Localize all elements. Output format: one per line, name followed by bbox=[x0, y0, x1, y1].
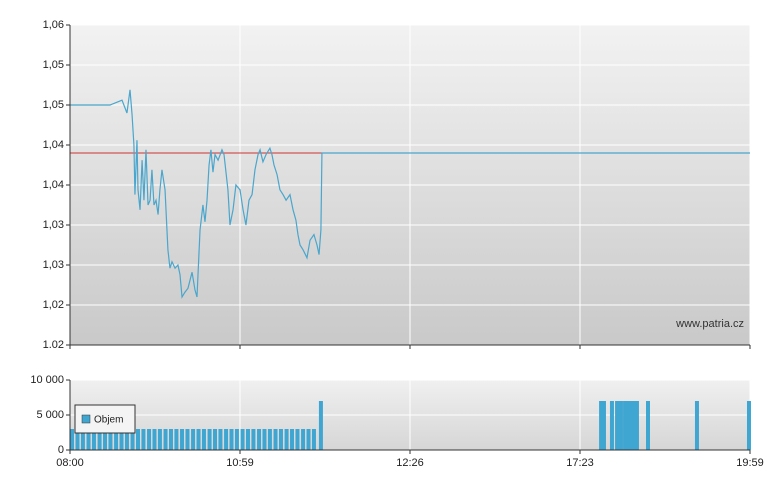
volume-bar bbox=[623, 401, 628, 450]
volume-bar bbox=[746, 401, 751, 450]
volume-bar bbox=[152, 429, 157, 450]
volume-bar bbox=[75, 429, 80, 450]
volume-bar bbox=[257, 429, 262, 450]
volume-bar bbox=[147, 429, 152, 450]
volume-bar bbox=[262, 429, 267, 450]
volume-bar bbox=[130, 429, 135, 450]
volume-bar bbox=[278, 429, 283, 450]
volume-bar bbox=[124, 429, 129, 450]
volume-bar bbox=[609, 401, 614, 450]
volume-bar bbox=[80, 429, 85, 450]
y-tick-label: 1,03 bbox=[43, 259, 64, 271]
volume-bar bbox=[273, 429, 278, 450]
volume-bar bbox=[646, 401, 650, 450]
y-tick-label: 1,05 bbox=[43, 99, 64, 111]
volume-bar bbox=[185, 429, 190, 450]
volume-bar bbox=[86, 429, 91, 450]
y-tick-label: 1,04 bbox=[43, 179, 64, 191]
volume-bar bbox=[240, 429, 245, 450]
volume-bar bbox=[108, 429, 113, 450]
price-line bbox=[70, 89, 750, 299]
volume-bar bbox=[157, 429, 162, 450]
y-tick-label: 10 000 bbox=[30, 374, 64, 386]
volume-bar bbox=[626, 401, 631, 450]
volume-bar bbox=[284, 429, 289, 450]
volume-bar bbox=[218, 429, 223, 450]
x-tick-label: 12:26 bbox=[396, 457, 424, 469]
volume-bar bbox=[234, 429, 239, 450]
y-tick-label: 1,02 bbox=[43, 299, 64, 311]
volume-bar bbox=[213, 429, 218, 450]
volume-bar bbox=[97, 429, 102, 450]
volume-bar bbox=[136, 429, 140, 450]
volume-bar bbox=[91, 429, 96, 450]
volume-bar bbox=[196, 429, 201, 450]
y-tick-label: 0 bbox=[58, 444, 64, 456]
watermark: www.patria.cz bbox=[675, 318, 744, 330]
x-tick-label: 10:59 bbox=[226, 457, 254, 469]
volume-bar bbox=[601, 401, 606, 450]
volume-bar bbox=[141, 429, 146, 450]
volume-bar bbox=[229, 429, 234, 450]
volume-bar bbox=[119, 429, 124, 450]
volume-bar bbox=[694, 401, 699, 450]
volume-bar bbox=[267, 429, 272, 450]
volume-bar bbox=[311, 429, 316, 450]
volume-bar bbox=[168, 429, 173, 450]
y-tick-label: 1.02 bbox=[43, 339, 64, 351]
volume-bar bbox=[103, 429, 108, 450]
volume-bar bbox=[301, 429, 306, 450]
legend-label: Objem bbox=[94, 415, 123, 426]
y-tick-label: 1,03 bbox=[43, 219, 64, 231]
volume-bar bbox=[180, 429, 185, 450]
x-tick-label: 08:00 bbox=[56, 457, 84, 469]
y-tick-label: 1,06 bbox=[43, 19, 64, 31]
volume-bar bbox=[615, 401, 620, 450]
y-tick-label: 1,04 bbox=[43, 139, 64, 151]
volume-bar bbox=[618, 401, 623, 450]
volume-bar bbox=[224, 429, 229, 450]
volume-bar bbox=[318, 401, 323, 450]
volume-bar bbox=[245, 429, 250, 450]
volume-bar bbox=[295, 429, 300, 450]
volume-bar bbox=[70, 429, 75, 450]
volume-bar bbox=[290, 429, 295, 450]
volume-bar bbox=[114, 429, 119, 450]
volume-bar bbox=[599, 401, 604, 450]
volume-bar bbox=[251, 429, 256, 450]
x-tick-label: 17:23 bbox=[566, 457, 594, 469]
volume-bar bbox=[306, 429, 311, 450]
y-tick-label: 1,05 bbox=[43, 59, 64, 71]
y-tick-label: 5 000 bbox=[36, 409, 64, 421]
legend-swatch bbox=[81, 414, 91, 424]
volume-bar bbox=[207, 429, 212, 450]
volume-bar bbox=[201, 429, 206, 450]
x-tick-label: 19:59 bbox=[736, 457, 764, 469]
volume-bar bbox=[163, 429, 168, 450]
volume-bar bbox=[191, 429, 196, 450]
volume-bar bbox=[174, 429, 179, 450]
volume-bar bbox=[630, 401, 635, 450]
volume-bar bbox=[634, 401, 639, 450]
